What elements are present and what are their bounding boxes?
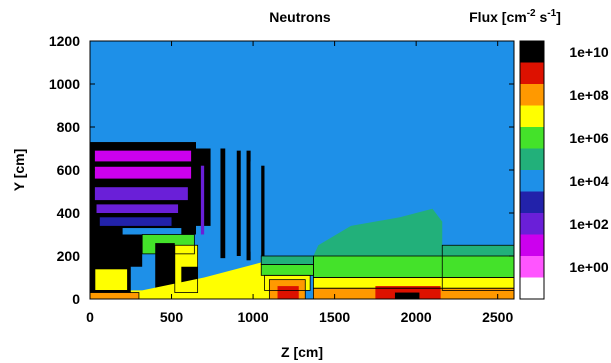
x-tick-label: 0: [86, 309, 94, 325]
heatmap-region: [313, 256, 514, 278]
colorbar-band: [520, 191, 544, 213]
colorbar-band: [520, 41, 544, 63]
heatmap-region: [94, 150, 192, 162]
colorbar-level-label: 1e+04: [569, 173, 609, 189]
heatmap-region: [261, 165, 265, 261]
heatmap-region: [200, 165, 205, 235]
heatmap-region: [94, 268, 128, 291]
x-axis-label: Z [cm]: [281, 344, 323, 360]
y-tick-label: 1000: [49, 76, 80, 92]
colorbar-level-label: 1e+00: [569, 259, 609, 275]
x-tick-label: 2000: [401, 309, 432, 325]
colorbar-band: [520, 170, 544, 192]
heatmap-region: [94, 187, 188, 201]
heatmap-region: [90, 234, 143, 267]
y-tick-label: 600: [57, 162, 81, 178]
heatmap-region: [240, 150, 247, 259]
colorbar-label: Flux [cm-2 s-1]: [469, 8, 561, 25]
y-tick-label: 400: [57, 205, 81, 221]
colorbar-band: [520, 277, 544, 299]
colorbar-level-label: 1e+06: [569, 130, 609, 146]
heatmap-region: [261, 256, 314, 265]
structure-outline: [94, 268, 128, 291]
colorbar-band: [520, 148, 544, 170]
x-tick-label: 500: [160, 309, 184, 325]
chart-title: Neutrons: [269, 9, 331, 25]
heatmap-region: [313, 208, 443, 256]
heatmap-region: [96, 204, 179, 213]
colorbar-band: [520, 213, 544, 235]
colorbar-level-label: 1e+10: [569, 44, 609, 60]
heatmap-region: [90, 292, 139, 299]
heatmap-region: [246, 150, 251, 261]
heatmap-region: [99, 217, 172, 226]
colorbar-level-label: 1e+08: [569, 87, 609, 103]
colorbar-band: [520, 105, 544, 127]
heatmap-region: [277, 286, 299, 299]
colorbar: [519, 40, 545, 300]
x-tick-label: 1000: [237, 309, 268, 325]
heatmap-region: [90, 260, 270, 299]
heatmap-region: [313, 277, 514, 289]
heatmap-region: [155, 243, 175, 291]
colorbar-band: [520, 127, 544, 149]
colorbar-band: [520, 256, 544, 278]
colorbar-band: [520, 234, 544, 256]
y-tick-label: 200: [57, 248, 81, 264]
colorbar-level-label: 1e+02: [569, 216, 609, 232]
structure-outline: [141, 234, 195, 255]
structure-outline: [174, 244, 199, 293]
heatmap-region: [250, 161, 262, 252]
heatmap-region: [261, 264, 314, 276]
heatmap-region: [94, 166, 192, 179]
structure-outline: [441, 244, 514, 291]
heatmap-region: [394, 292, 420, 299]
y-tick-label: 0: [72, 291, 80, 307]
colorbar-tick-labels: 1e+10 1e+08 1e+06 1e+04 1e+02 1e+00: [569, 44, 609, 275]
y-tick-label: 800: [57, 119, 81, 135]
x-tick-label: 2500: [482, 309, 513, 325]
heatmap-region: [225, 148, 237, 261]
y-axis-ticks: 0 200 400 600 800 1000 1200: [49, 33, 514, 307]
colorbar-band: [520, 62, 544, 84]
heatmap-region: [236, 150, 241, 256]
structure-outline: [264, 274, 311, 291]
heatmap-regions: [90, 41, 514, 299]
x-axis-ticks: 0 500 1000 1500 2000 2500: [86, 41, 513, 325]
colorbar-band: [520, 84, 544, 106]
heatmap-region: [122, 228, 182, 235]
heatmap-region: [210, 148, 221, 256]
y-axis-label: Y [cm]: [11, 149, 27, 192]
y-tick-label: 1200: [49, 33, 80, 49]
heatmap-region: [220, 148, 226, 259]
x-tick-label: 1500: [319, 309, 350, 325]
colorbar-frame: [519, 40, 545, 300]
